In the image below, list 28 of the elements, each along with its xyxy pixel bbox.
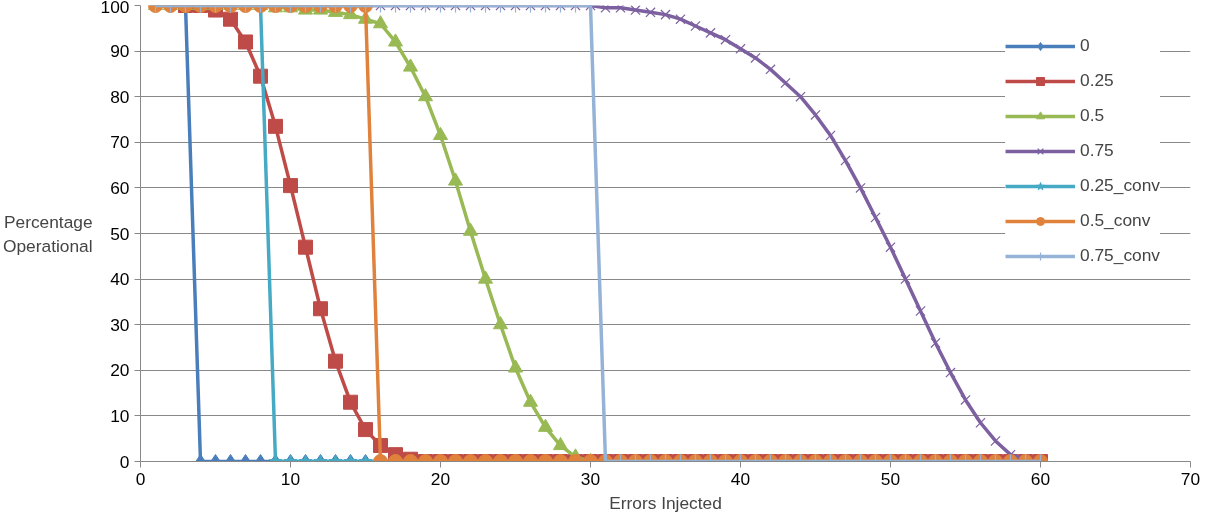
y-tick-label: 70 — [110, 132, 130, 153]
x-tick-label: 20 — [430, 468, 451, 489]
x-tick-label: 50 — [880, 468, 901, 489]
y-tick-label: 100 — [100, 0, 130, 17]
x-tick-label: 40 — [730, 468, 751, 489]
legend-label: 0.75_conv — [1080, 245, 1160, 266]
legend-label: 0.5 — [1080, 105, 1105, 126]
legend-label: 0.25_conv — [1080, 175, 1160, 196]
y-tick-label: 40 — [110, 269, 130, 290]
x-tick-label: 30 — [580, 468, 601, 489]
y-tick-label: 50 — [110, 223, 130, 244]
y-tick-label: 60 — [110, 177, 130, 198]
y-tick-label: 0 — [119, 451, 130, 472]
y-tick-label: 10 — [110, 405, 130, 426]
y-tick-label: 20 — [110, 360, 130, 381]
x-axis-title: Errors Injected — [609, 492, 722, 513]
x-tick-label: 0 — [135, 468, 146, 489]
x-tick-label: 10 — [280, 468, 301, 489]
x-tick-label: 60 — [1030, 468, 1051, 489]
y-tick-label: 90 — [110, 41, 130, 62]
legend-label: 0 — [1080, 35, 1091, 56]
y-tick-label: 30 — [110, 314, 130, 335]
y-axis-title: Percentage Operational — [3, 211, 93, 256]
x-tick-label: 70 — [1180, 468, 1201, 489]
legend-label: 0.75 — [1080, 140, 1114, 161]
legend-label: 0.25 — [1080, 70, 1114, 91]
y-tick-label: 80 — [110, 86, 130, 107]
legend-label: 0.5_conv — [1080, 210, 1151, 231]
